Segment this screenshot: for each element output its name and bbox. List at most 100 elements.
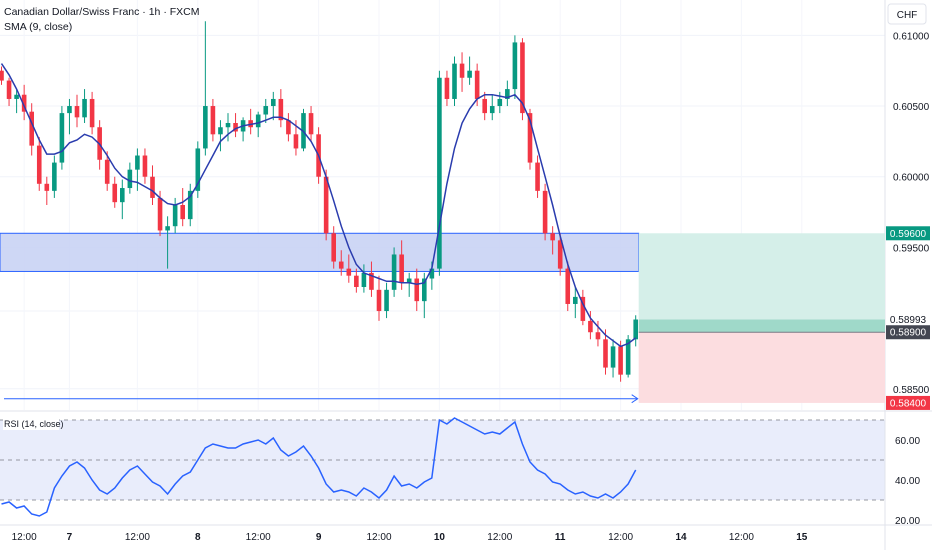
entry-price-label: 0.58900 bbox=[890, 328, 927, 339]
candle-body bbox=[444, 77, 450, 99]
candle-body bbox=[165, 226, 170, 231]
candle-body bbox=[150, 176, 155, 198]
candle-body bbox=[6, 80, 12, 99]
time-tick-label: 11 bbox=[555, 532, 566, 543]
candle-body bbox=[36, 145, 42, 184]
position-target-area[interactable] bbox=[638, 233, 885, 333]
time-tick-label: 12:00 bbox=[729, 532, 754, 543]
candle-body bbox=[218, 127, 223, 135]
candle-body bbox=[565, 268, 571, 304]
candle-body bbox=[210, 106, 216, 135]
rsi-tick-label: 60.00 bbox=[895, 436, 920, 447]
candle-body bbox=[459, 63, 465, 78]
candle-body bbox=[467, 70, 472, 78]
support-zone[interactable] bbox=[0, 232, 640, 272]
candle-body bbox=[74, 106, 80, 118]
candle-body bbox=[52, 162, 57, 191]
candle-body bbox=[44, 183, 50, 191]
candle-body bbox=[542, 190, 548, 234]
time-tick-label: 15 bbox=[796, 532, 808, 543]
candle-body bbox=[520, 42, 525, 114]
position-current-profit bbox=[638, 319, 885, 333]
candle-body bbox=[429, 268, 435, 279]
candle-body bbox=[233, 123, 238, 132]
candle-body bbox=[391, 254, 397, 290]
candle-body bbox=[406, 278, 412, 283]
candle-body bbox=[557, 240, 563, 269]
time-tick-label: 8 bbox=[195, 532, 201, 543]
candle-body bbox=[104, 159, 110, 184]
rsi-legend[interactable]: RSI (14, close) bbox=[4, 419, 64, 429]
entry-price-label-bg bbox=[886, 325, 930, 340]
currency-badge[interactable] bbox=[887, 3, 927, 25]
price-tick-label: 0.61000 bbox=[893, 31, 930, 42]
candle-body bbox=[497, 98, 503, 107]
candle-body bbox=[0, 70, 4, 81]
candle-body bbox=[157, 197, 163, 231]
candle-body bbox=[59, 113, 65, 163]
candle-body bbox=[187, 190, 193, 220]
time-tick-label: 12:00 bbox=[366, 532, 391, 543]
time-tick-label: 12:00 bbox=[12, 532, 37, 543]
time-tick-label: 14 bbox=[675, 532, 687, 543]
candle-body bbox=[293, 134, 299, 149]
candle-body bbox=[535, 162, 540, 191]
price-axis[interactable]: 0.61000 0.60500 0.60000 0.59500 0.58500 bbox=[893, 31, 930, 395]
candle-body bbox=[89, 98, 95, 128]
price-tick-label: 0.58500 bbox=[893, 385, 930, 396]
candle-body bbox=[135, 155, 140, 170]
indicator-legend[interactable]: SMA (9, close) bbox=[4, 21, 72, 33]
candle-body bbox=[354, 275, 359, 287]
candle-body bbox=[14, 94, 19, 99]
candle-body bbox=[603, 339, 608, 368]
rsi-legend-bg bbox=[3, 417, 59, 430]
candle-body bbox=[422, 278, 427, 302]
candle-body bbox=[527, 113, 533, 163]
candle-body bbox=[489, 106, 495, 114]
currency-label: CHF bbox=[897, 10, 918, 21]
candle-body bbox=[127, 169, 133, 189]
candle-body bbox=[482, 98, 487, 114]
rsi-line bbox=[1, 417, 637, 517]
candle-body bbox=[172, 205, 178, 227]
time-tick-label: 9 bbox=[316, 532, 322, 543]
candle-body bbox=[346, 268, 352, 276]
candle-body bbox=[29, 111, 34, 146]
candle-body bbox=[505, 89, 510, 99]
candle-body bbox=[21, 94, 27, 112]
candle-body bbox=[180, 205, 185, 220]
rsi-tick-label: 20.00 bbox=[895, 516, 920, 527]
candle-body bbox=[580, 296, 586, 321]
candle-body bbox=[112, 183, 118, 203]
candle-body bbox=[618, 346, 623, 375]
target-price-label-bg bbox=[886, 226, 930, 241]
sma-line bbox=[0, 63, 637, 348]
candle-body bbox=[369, 272, 374, 290]
candle-body bbox=[263, 106, 269, 115]
candle-body bbox=[203, 106, 208, 149]
candle-body bbox=[573, 296, 578, 304]
candle-body bbox=[225, 123, 231, 128]
price-tick-label: 0.59500 bbox=[893, 243, 930, 254]
candle-body bbox=[610, 346, 616, 368]
candle-body bbox=[120, 188, 125, 203]
ray-arrow-icon bbox=[631, 394, 639, 404]
time-axis[interactable]: 12:00 7 12:00 8 12:00 9 12:00 10 12:00 11 12:00 14 1… bbox=[12, 532, 808, 543]
candle-body bbox=[286, 120, 291, 135]
time-tick-label: 12:00 bbox=[608, 532, 633, 543]
candle-body bbox=[384, 289, 389, 312]
position-stop-area[interactable] bbox=[638, 332, 885, 403]
time-tick-label: 12:00 bbox=[125, 532, 150, 543]
time-tick-label: 12:00 bbox=[246, 532, 271, 543]
stop-price-label: 0.58400 bbox=[890, 398, 927, 409]
rsi-axis[interactable]: 60.00 40.00 20.00 bbox=[895, 436, 920, 527]
candle-body bbox=[437, 77, 442, 269]
rsi-tick-label: 40.00 bbox=[895, 476, 920, 487]
candle-body bbox=[633, 319, 638, 340]
candle-body bbox=[67, 106, 72, 114]
stop-price-label-bg bbox=[886, 395, 930, 410]
candle-body bbox=[588, 320, 593, 333]
candle-body bbox=[255, 114, 261, 128]
